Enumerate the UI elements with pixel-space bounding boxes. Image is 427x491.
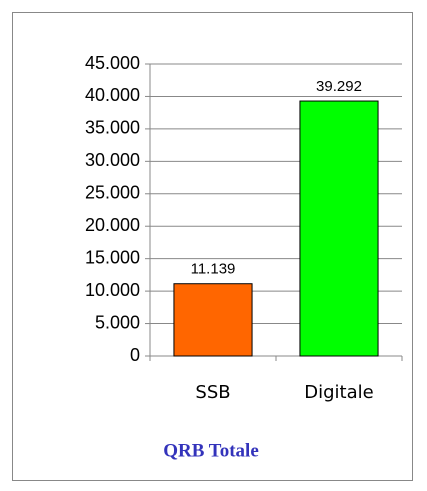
x-tick-label: SSB bbox=[195, 382, 230, 403]
y-tick-label: 30.000 bbox=[85, 150, 140, 170]
x-tick-label: Digitale bbox=[304, 382, 373, 403]
value-label: 11.139 bbox=[191, 261, 236, 278]
y-tick-label: 15.000 bbox=[85, 247, 140, 267]
value-label: 39.292 bbox=[316, 78, 362, 95]
y-tick-label: 20.000 bbox=[85, 215, 140, 235]
chart-title: QRB Totale bbox=[163, 440, 259, 461]
y-tick-label: 40.000 bbox=[85, 85, 140, 105]
y-tick-label: 25.000 bbox=[85, 183, 140, 203]
y-tick-label: 5.000 bbox=[95, 312, 140, 332]
bar bbox=[299, 100, 379, 357]
y-tick-label: 45.000 bbox=[85, 53, 140, 73]
y-tick-label: 10.000 bbox=[85, 280, 140, 300]
y-tick-label: 35.000 bbox=[85, 118, 140, 138]
y-tick-label: 0 bbox=[130, 345, 140, 365]
bar bbox=[173, 283, 253, 357]
